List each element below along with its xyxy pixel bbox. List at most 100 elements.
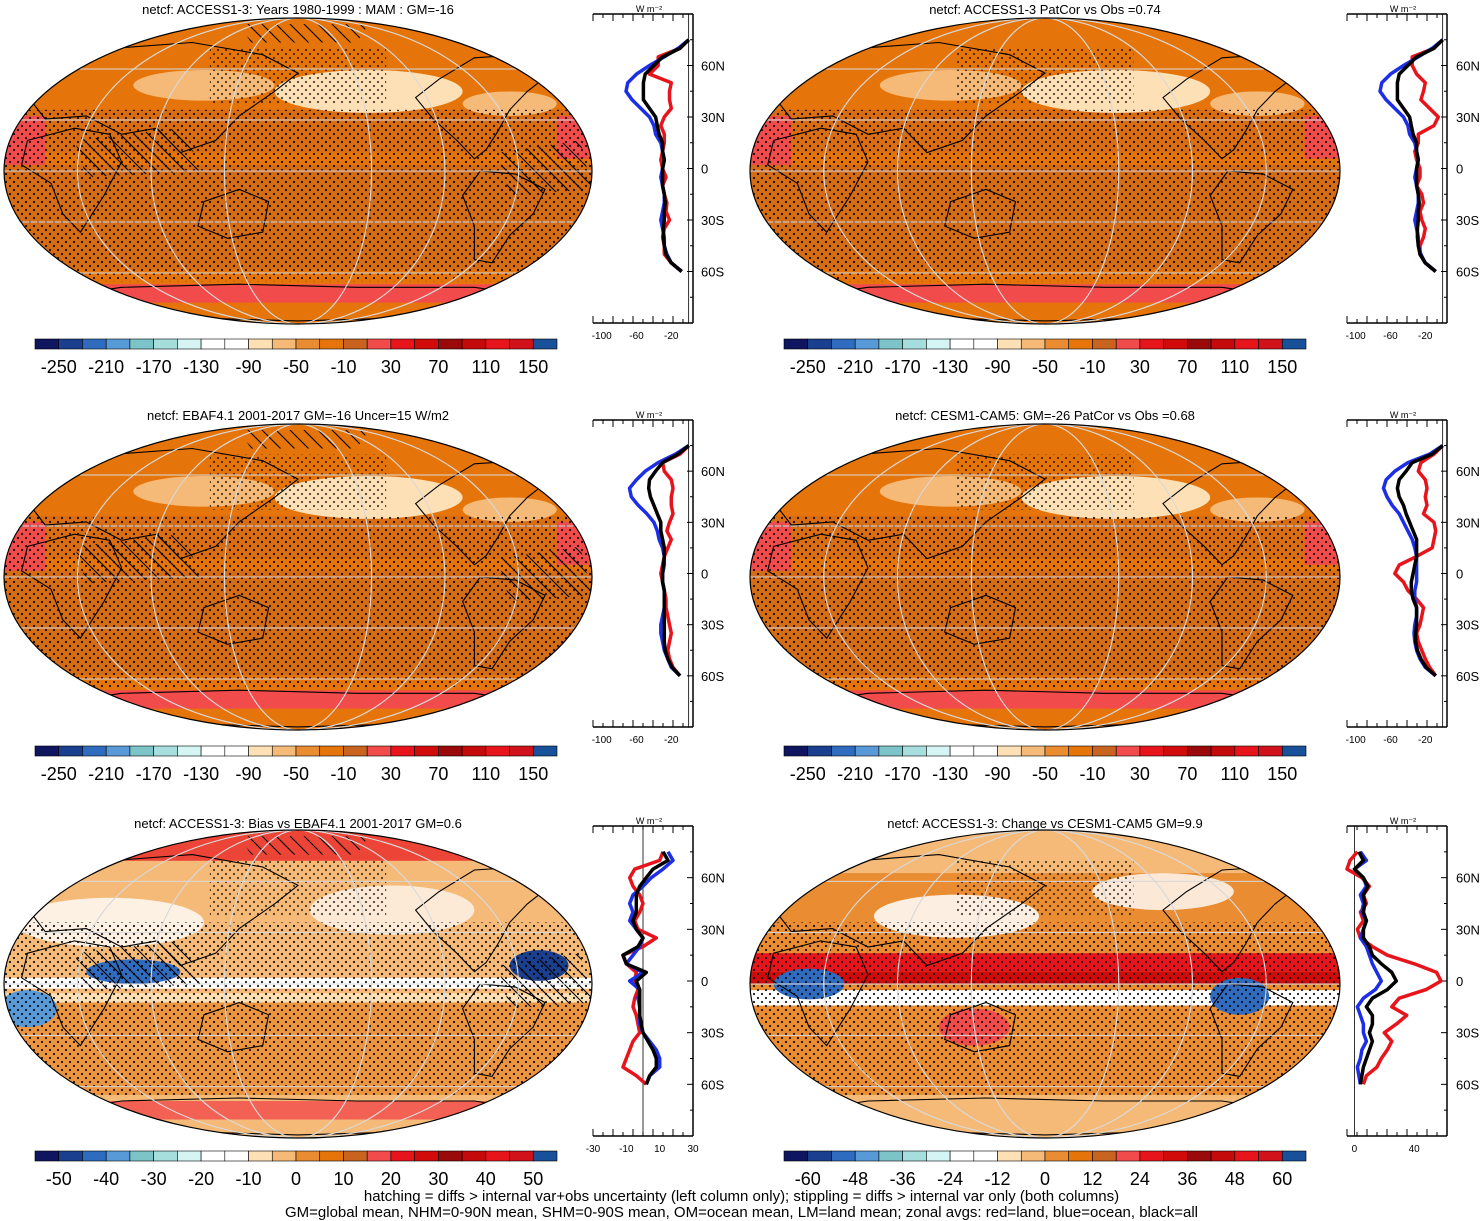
colorbar-tick-label: -90 xyxy=(985,764,1011,784)
colorbar-tick-label: -50 xyxy=(46,1169,72,1189)
colorbar-swatch xyxy=(1258,745,1283,757)
colorbar-tick-label: 10 xyxy=(333,1169,353,1189)
colorbar-tick-label: 110 xyxy=(1220,764,1249,784)
colorbar-swatch xyxy=(1068,338,1093,350)
colorbar-tick-label: 110 xyxy=(471,764,500,784)
colorbar-swatch xyxy=(1044,745,1070,757)
colorbar-swatch xyxy=(1115,1150,1141,1162)
zonal-line-ocean xyxy=(627,444,690,678)
colorbar-swatch xyxy=(105,745,131,757)
colorbar-tick-label: -170 xyxy=(885,357,921,377)
graticule-meridian xyxy=(77,830,519,1138)
panel-title: netcf: CESM1-CAM5: GM=-26 PatCor vs Obs … xyxy=(895,408,1195,423)
colorbar-swatch xyxy=(949,745,975,757)
map-border xyxy=(3,829,593,1139)
zonal-unit-label: W m⁻² xyxy=(636,410,662,420)
colorbar-swatch xyxy=(461,745,487,757)
zonal-lat-label: 0 xyxy=(701,162,708,177)
panel-title: netcf: ACCESS1-3 PatCor vs Obs =0.74 xyxy=(929,2,1161,17)
colorbar-swatch xyxy=(34,745,60,757)
colorbar-swatch xyxy=(271,338,297,350)
colorbar-swatch xyxy=(1258,338,1283,350)
colorbar-swatch xyxy=(319,745,344,757)
colorbar-swatch xyxy=(1187,745,1212,757)
colorbar-swatch xyxy=(343,338,368,350)
graticule-meridian xyxy=(897,424,1193,730)
stippling-region xyxy=(750,515,1340,688)
colorbar-tick-label: -20 xyxy=(188,1169,214,1189)
colorbar-tick-label: -90 xyxy=(236,357,262,377)
colorbar-tick-label: -210 xyxy=(837,357,873,377)
colorbar-swatch xyxy=(1092,745,1117,757)
colorbar-swatch xyxy=(1139,338,1164,350)
zonal-line-land xyxy=(647,38,690,273)
colorbar-swatch xyxy=(1020,338,1046,350)
colorbar-swatch xyxy=(82,338,107,350)
colorbar-tick-label: -130 xyxy=(932,357,968,377)
panel-3: netcf: EBAF4.1 2001-2017 GM=-16 Uncer=15… xyxy=(3,408,725,784)
colorbar-tick-label: 110 xyxy=(1220,357,1249,377)
zonal-lat-label: 0 xyxy=(1456,567,1463,582)
zonal-lat-label: 60N xyxy=(1456,464,1480,479)
colorbar-swatch xyxy=(973,338,998,350)
antarctic-light-band xyxy=(750,1094,1340,1138)
zonal-x-tick-label: -60 xyxy=(1383,735,1398,746)
colorbar-swatch xyxy=(902,1150,927,1162)
colorbar-tick-label: -170 xyxy=(885,764,921,784)
colorbar-swatch xyxy=(129,1150,154,1162)
colorbar-swatch xyxy=(200,745,226,757)
colorbar-tick-label: 30 xyxy=(428,1169,448,1189)
colorbar-swatch xyxy=(485,745,510,757)
colorbar-swatch xyxy=(902,745,927,757)
colorbar-tick-label: 36 xyxy=(1177,1169,1197,1189)
zonal-line-all xyxy=(621,850,670,1085)
colorbar-swatch xyxy=(807,338,832,350)
panel-title: netcf: ACCESS1-3: Bias vs EBAF4.1 2001-2… xyxy=(134,816,462,831)
colorbar-tick-label: 12 xyxy=(1082,1169,1102,1189)
zonal-x-tick-label: -20 xyxy=(1418,735,1433,746)
colorbar-tick-label: 110 xyxy=(471,357,500,377)
colorbar-swatch xyxy=(997,1150,1022,1162)
colorbar-tick-label: -130 xyxy=(932,764,968,784)
colorbar-tick-label: -50 xyxy=(283,357,309,377)
map-border xyxy=(749,17,1341,325)
colorbar-swatch xyxy=(1068,745,1093,757)
colorbar-swatch xyxy=(485,338,510,350)
colorbar-swatch xyxy=(177,338,202,350)
colorbar-tick-label: -90 xyxy=(236,764,262,784)
zonal-x-tick-label: -20 xyxy=(664,735,679,746)
zonal-line-ocean xyxy=(1378,38,1444,273)
colorbar-tick-label: -10 xyxy=(1079,357,1105,377)
colorbar-swatch xyxy=(366,338,392,350)
zonal-line-ocean xyxy=(624,38,690,273)
zonal-lat-label: 0 xyxy=(701,974,708,989)
colorbar-swatch xyxy=(878,338,903,350)
zonal-lat-label: 30N xyxy=(1456,515,1480,530)
colorbar-swatch xyxy=(105,338,131,350)
colorbar-swatch xyxy=(34,338,60,350)
zonal-x-tick-label: 10 xyxy=(654,1144,666,1155)
panel-5: netcf: ACCESS1-3: Bias vs EBAF4.1 2001-2… xyxy=(3,816,725,1189)
graticule-meridian xyxy=(77,18,519,324)
colorbar-swatch xyxy=(153,338,178,350)
colorbar-swatch xyxy=(390,745,415,757)
colorbar-tick-label: -48 xyxy=(842,1169,868,1189)
graticule-meridian xyxy=(77,424,519,730)
zonal-lat-label: 30N xyxy=(701,110,725,125)
hatching-region xyxy=(239,430,369,449)
colorbar-swatch xyxy=(1210,1150,1236,1162)
map-border xyxy=(3,423,593,731)
colorbar-tick-label: -10 xyxy=(1079,764,1105,784)
colorbar-tick-label: -250 xyxy=(41,764,77,784)
colorbar-swatch xyxy=(200,1150,226,1162)
footer-note-hatching: hatching = diffs > internal var+obs unce… xyxy=(363,1188,1120,1205)
colorbar-swatch xyxy=(485,1150,510,1162)
colorbar-swatch xyxy=(343,745,368,757)
colorbar-tick-label: -10 xyxy=(236,1169,262,1189)
colorbar-swatch xyxy=(807,1150,832,1162)
map-border xyxy=(3,17,593,325)
colorbar-swatch xyxy=(82,745,107,757)
colorbar-swatch xyxy=(248,338,273,350)
colorbar-swatch xyxy=(973,1150,998,1162)
zonal-x-tick-label: -100 xyxy=(592,735,612,746)
